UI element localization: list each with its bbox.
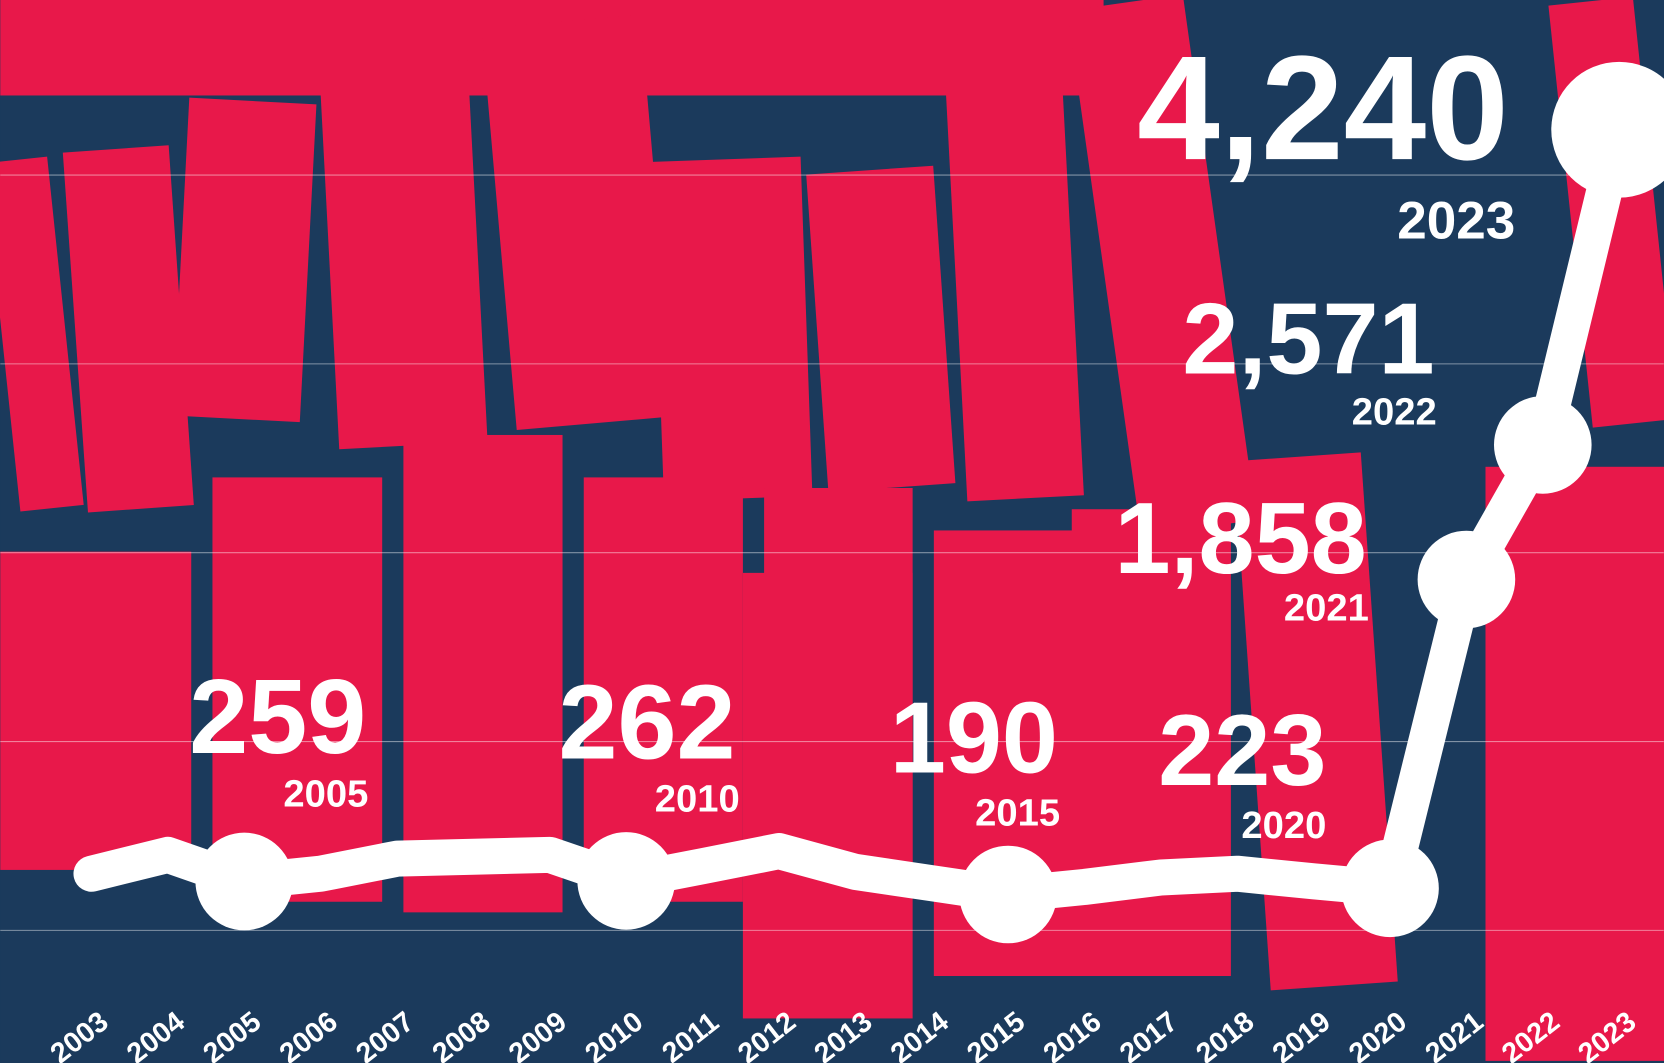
chart: 2003200420052006200720082009201020112012… — [0, 0, 1664, 1063]
value-label: 1,858 — [1115, 483, 1367, 595]
point — [1418, 531, 1516, 629]
point — [1494, 396, 1592, 494]
year-label: 2005 — [283, 772, 368, 815]
value-label: 262 — [558, 664, 735, 782]
point — [1341, 839, 1439, 937]
year-label: 2021 — [1284, 587, 1369, 630]
year-label: 2022 — [1352, 390, 1437, 433]
year-label: 2015 — [975, 791, 1060, 834]
page: {"chart_data": {"type": "line", "categor… — [0, 0, 1664, 1063]
point — [577, 832, 675, 930]
year-label: 2010 — [655, 778, 740, 821]
value-label: 4,240 — [1137, 26, 1509, 191]
year-label: 2023 — [1397, 192, 1515, 251]
value-label: 259 — [189, 658, 366, 776]
value-label: 190 — [890, 682, 1058, 794]
point — [195, 833, 293, 931]
point — [959, 846, 1057, 944]
year-label: 2020 — [1241, 804, 1326, 847]
value-label: 223 — [1158, 695, 1326, 807]
value-label: 2,571 — [1182, 283, 1434, 395]
